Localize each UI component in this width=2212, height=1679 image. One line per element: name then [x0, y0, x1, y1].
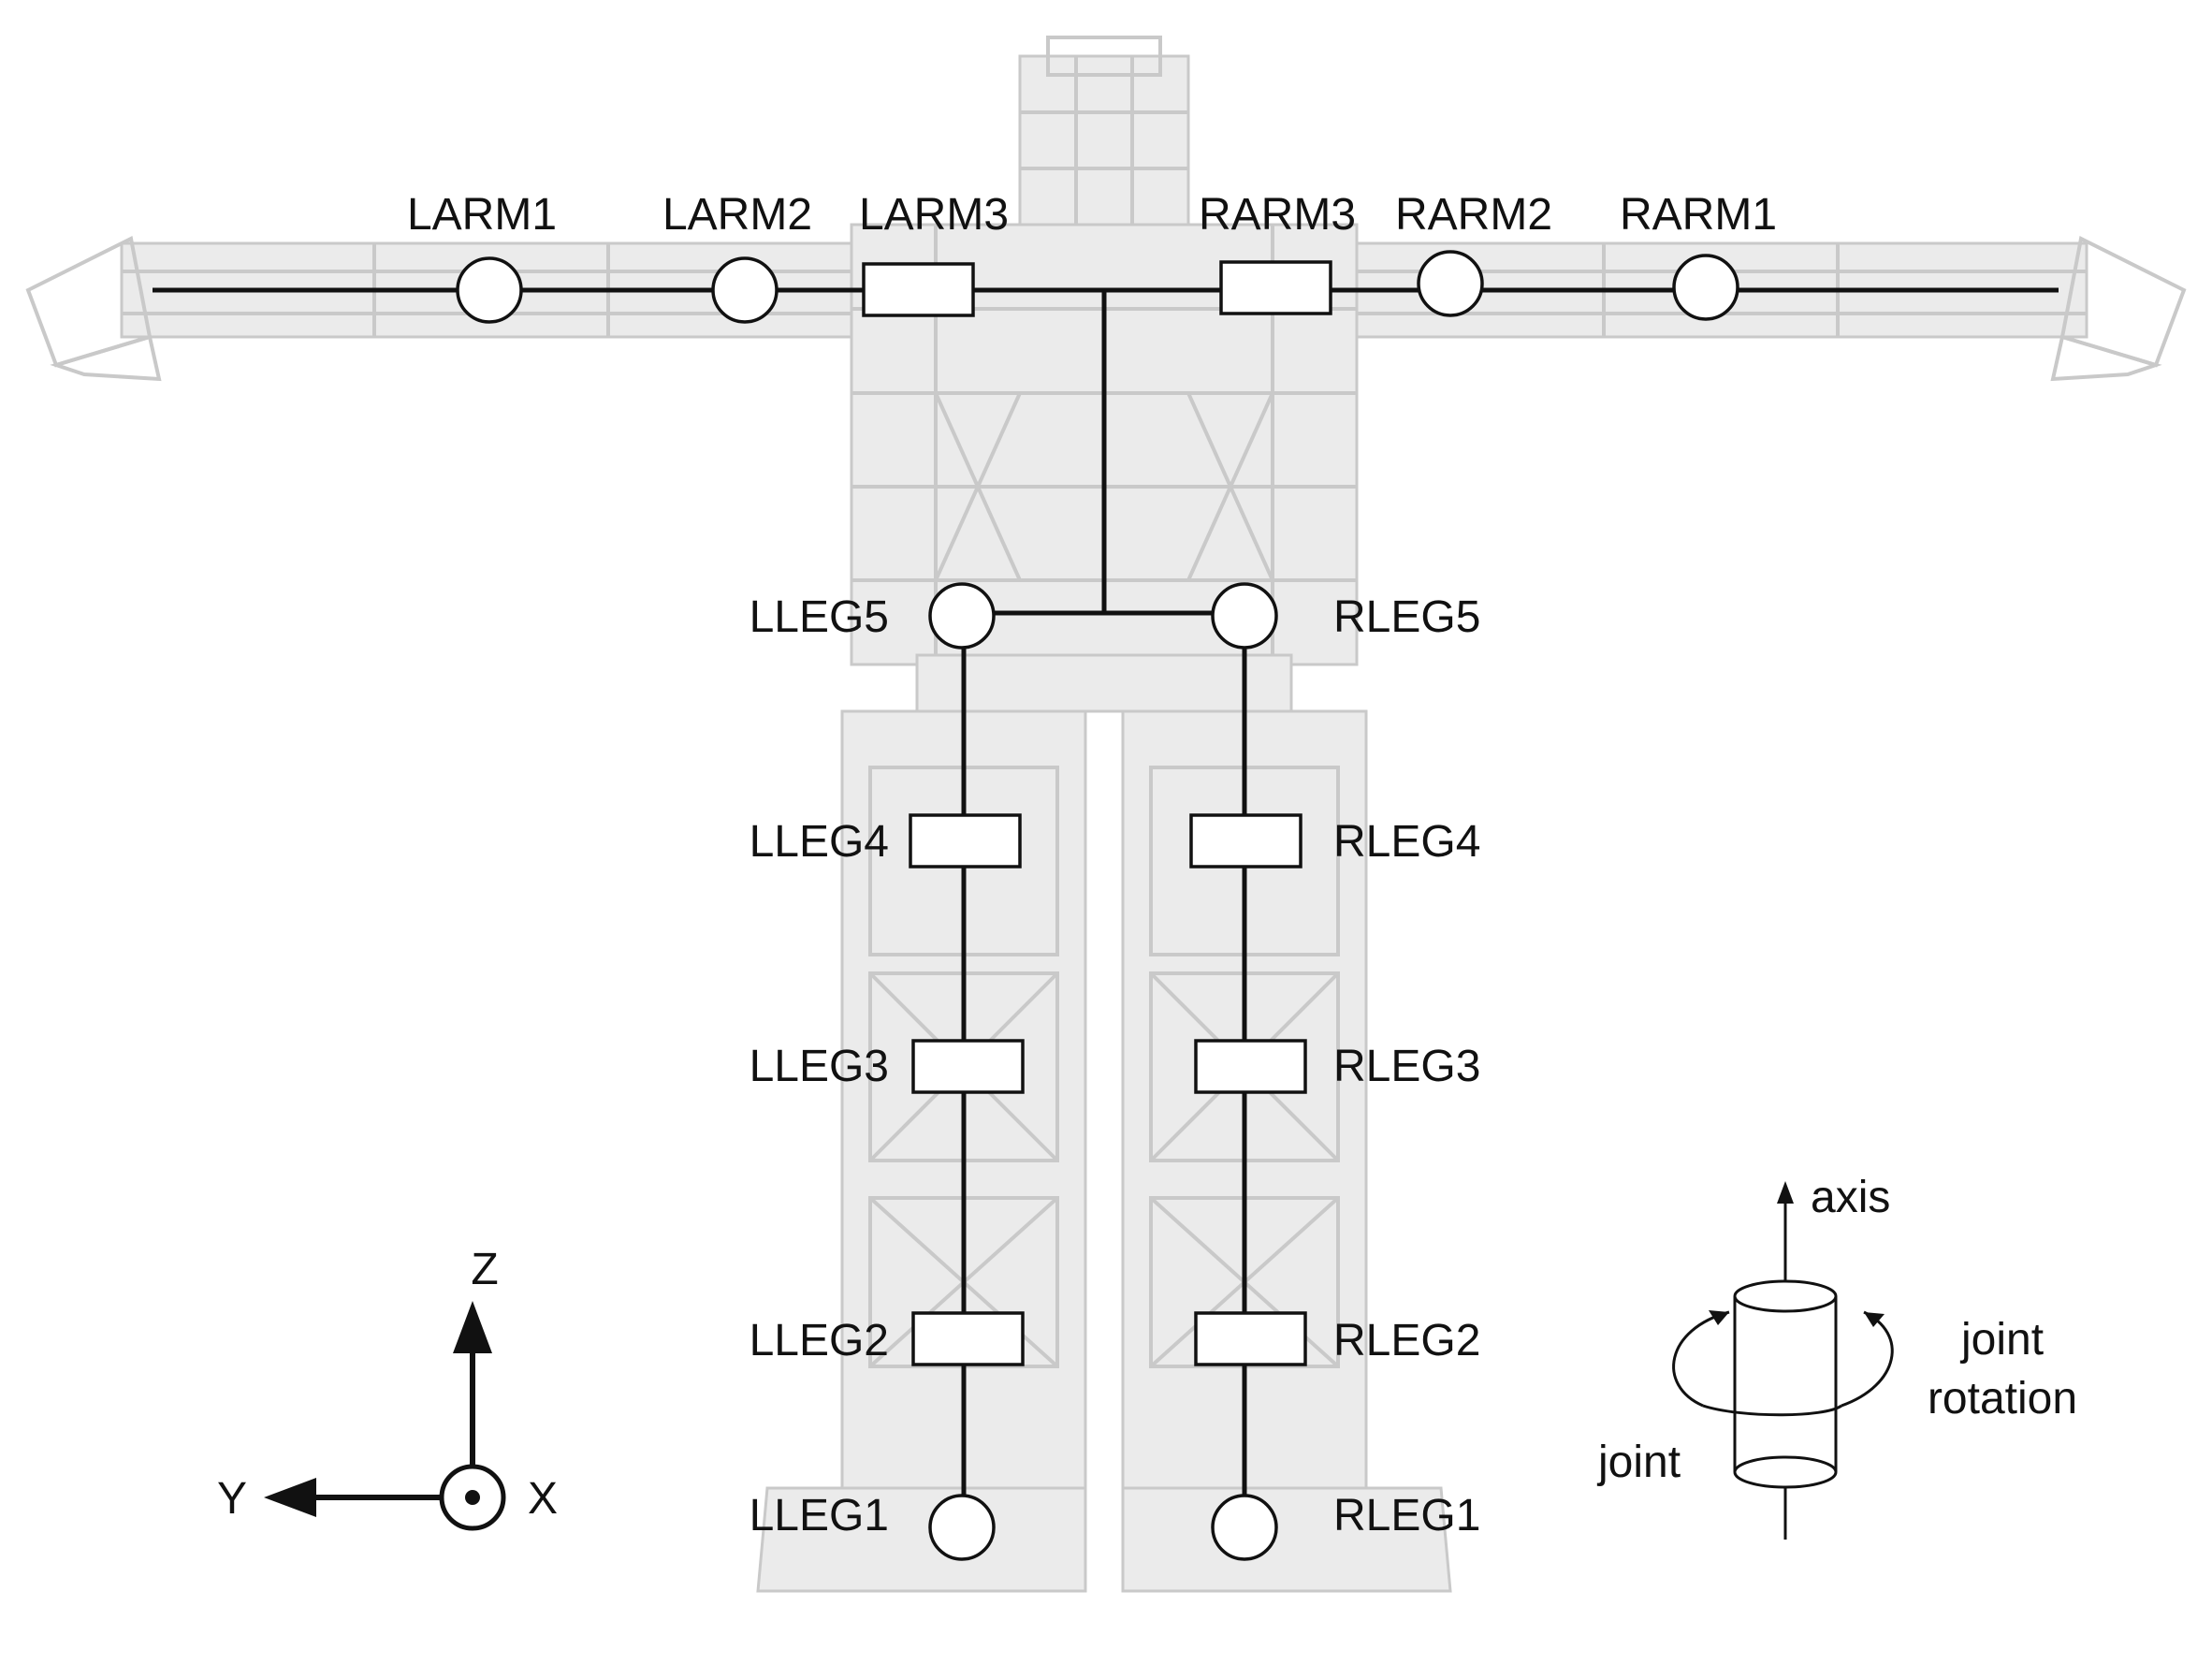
joint-rleg3: [1194, 1039, 1307, 1094]
joint-legend: axis joint joint rotation: [1596, 1173, 2077, 1540]
joints: [456, 250, 1739, 1561]
label-lleg3: LLEG3: [749, 1042, 889, 1091]
label-rleg1: RLEG1: [1333, 1491, 1480, 1540]
legend-rotation-label-line2: rotation: [1928, 1374, 2077, 1424]
label-larm3: LARM3: [859, 190, 1009, 240]
joint-rarm2: [1417, 250, 1484, 317]
joint-larm1: [456, 256, 523, 324]
legend-rotation-arc-left: [1672, 1310, 1730, 1408]
joint-lleg1: [928, 1494, 996, 1561]
joint-rleg5: [1211, 582, 1278, 650]
label-lleg4: LLEG4: [749, 817, 889, 867]
legend-cylinder-body: [1733, 1296, 1838, 1489]
legend-rotation-arrowhead-left: [1709, 1310, 1729, 1325]
legend-rotation-arc-right: [1841, 1310, 1894, 1408]
y-axis-arrowhead: [264, 1478, 316, 1517]
joint-rarm3: [1219, 260, 1332, 315]
joint-rarm1: [1672, 254, 1739, 321]
label-rarm1: RARM1: [1620, 190, 1777, 240]
x-axis-dot: [465, 1490, 480, 1505]
x-axis-label: X: [528, 1474, 558, 1524]
z-axis-arrowhead: [453, 1301, 492, 1353]
robot-hips: [915, 653, 1293, 713]
joint-rleg4: [1189, 813, 1302, 869]
joint-lleg4: [909, 813, 1022, 869]
label-lleg2: LLEG2: [749, 1316, 889, 1365]
joint-lleg3: [911, 1039, 1025, 1094]
joint-rleg2: [1194, 1311, 1307, 1366]
robot-head: [1018, 54, 1190, 245]
joint-labels: LARM1 LARM2 LARM3 RARM3 RARM2 RARM1 LLEG…: [407, 190, 1777, 1540]
label-rleg5: RLEG5: [1333, 592, 1480, 642]
label-larm1: LARM1: [407, 190, 557, 240]
legend-rotation-arrowhead-right: [1864, 1312, 1885, 1327]
robot-wireframe-background: [25, 36, 2187, 1593]
coordinate-frame: Z Y X: [217, 1245, 558, 1531]
legend-rotation-arc-bottom: [1702, 1404, 1842, 1417]
joint-larm3: [862, 262, 975, 317]
label-rleg2: RLEG2: [1333, 1316, 1480, 1365]
legend-joint-label: joint: [1596, 1438, 1681, 1487]
joint-larm2: [711, 256, 779, 324]
y-axis-label: Y: [217, 1474, 247, 1524]
label-larm2: LARM2: [662, 190, 812, 240]
label-rarm3: RARM3: [1199, 190, 1356, 240]
legend-axis-arrowhead: [1777, 1181, 1794, 1204]
joint-rleg1: [1211, 1494, 1278, 1561]
legend-rotation-label-line1: joint: [1959, 1315, 2044, 1365]
label-rarm2: RARM2: [1395, 190, 1552, 240]
label-lleg1: LLEG1: [749, 1491, 889, 1540]
joint-lleg2: [911, 1311, 1025, 1366]
label-rleg4: RLEG4: [1333, 817, 1480, 867]
legend-axis-label: axis: [1811, 1173, 1890, 1222]
joint-lleg5: [928, 582, 996, 650]
z-axis-label: Z: [471, 1245, 498, 1294]
label-lleg5: LLEG5: [749, 592, 889, 642]
label-rleg3: RLEG3: [1333, 1042, 1480, 1091]
legend-cylinder-top: [1733, 1279, 1838, 1313]
